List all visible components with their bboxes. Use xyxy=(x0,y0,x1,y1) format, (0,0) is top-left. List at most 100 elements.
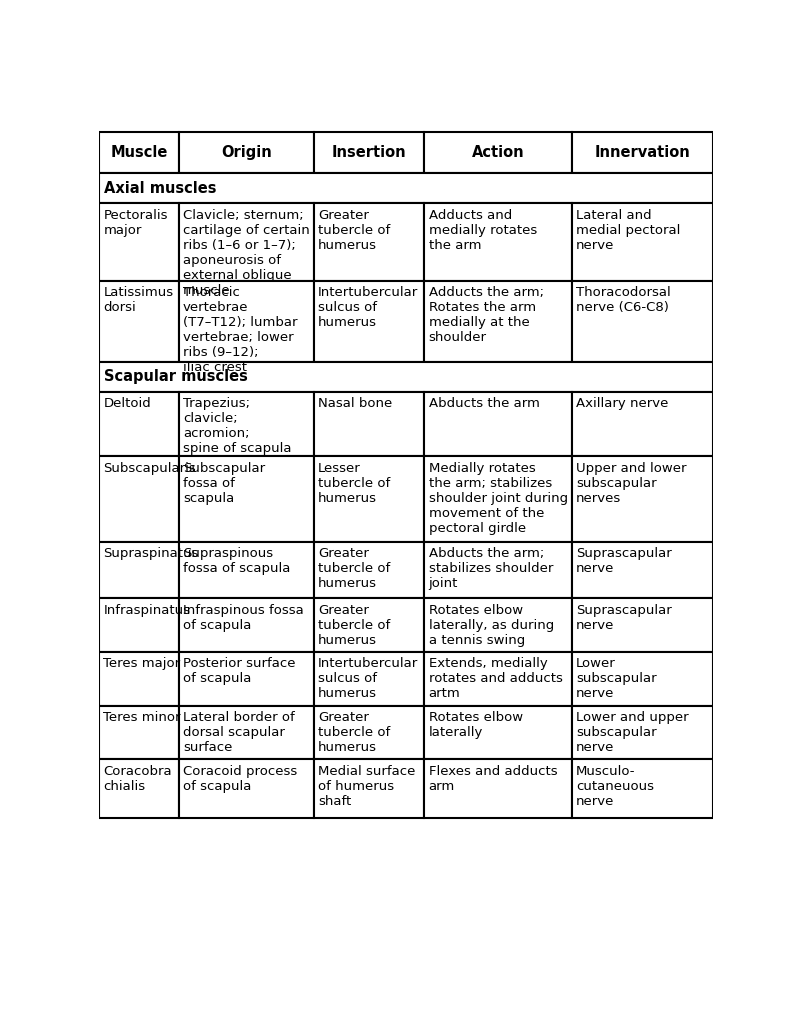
Bar xyxy=(572,759,713,818)
Bar xyxy=(425,759,572,818)
Text: Suprascapular
nerve: Suprascapular nerve xyxy=(576,547,672,575)
Bar xyxy=(179,598,314,652)
Text: Suprascapular
nerve: Suprascapular nerve xyxy=(576,604,672,632)
Text: Trapezius;
clavicle;
acromion;
spine of scapula: Trapezius; clavicle; acromion; spine of … xyxy=(183,397,291,456)
Text: Thoracodorsal
nerve (C6-C8): Thoracodorsal nerve (C6-C8) xyxy=(576,286,671,314)
Bar xyxy=(99,652,179,706)
Text: Lateral and
medial pectoral
nerve: Lateral and medial pectoral nerve xyxy=(576,209,680,252)
Text: Lower and upper
subscapular
nerve: Lower and upper subscapular nerve xyxy=(576,711,688,754)
Text: Extends, medially
rotates and adducts
artm: Extends, medially rotates and adducts ar… xyxy=(428,657,562,700)
Bar xyxy=(314,598,425,652)
Bar xyxy=(314,281,425,361)
Text: Intertubercular
sulcus of
humerus: Intertubercular sulcus of humerus xyxy=(318,286,418,329)
Text: Teres minor: Teres minor xyxy=(103,711,181,724)
Text: Greater
tubercle of
humerus: Greater tubercle of humerus xyxy=(318,711,390,754)
Bar xyxy=(179,281,314,361)
Bar xyxy=(425,652,572,706)
Text: Insertion: Insertion xyxy=(332,145,406,161)
Bar xyxy=(314,759,425,818)
Bar xyxy=(179,706,314,759)
Bar xyxy=(425,204,572,281)
Bar xyxy=(572,132,713,173)
Text: Axial muscles: Axial muscles xyxy=(104,181,216,196)
Text: Greater
tubercle of
humerus: Greater tubercle of humerus xyxy=(318,604,390,647)
Text: Supraspinous
fossa of scapula: Supraspinous fossa of scapula xyxy=(183,547,291,575)
Bar xyxy=(572,706,713,759)
Text: Coracobra
chialis: Coracobra chialis xyxy=(103,765,172,793)
Text: Medially rotates
the arm; stabilizes
shoulder joint during
movement of the
pecto: Medially rotates the arm; stabilizes sho… xyxy=(428,462,568,535)
Bar xyxy=(179,457,314,542)
Text: Nasal bone: Nasal bone xyxy=(318,397,392,411)
Bar xyxy=(99,361,713,392)
Text: Abducts the arm: Abducts the arm xyxy=(428,397,539,411)
Bar xyxy=(179,204,314,281)
Text: Flexes and adducts
arm: Flexes and adducts arm xyxy=(428,765,558,793)
Bar xyxy=(179,392,314,457)
Bar xyxy=(314,542,425,598)
Text: Deltoid: Deltoid xyxy=(103,397,151,411)
Bar xyxy=(179,759,314,818)
Text: Musculo-
cutaneuous
nerve: Musculo- cutaneuous nerve xyxy=(576,765,654,808)
Bar xyxy=(99,706,179,759)
Bar xyxy=(99,173,713,204)
Bar xyxy=(572,392,713,457)
Bar xyxy=(572,457,713,542)
Text: Infraspinous fossa
of scapula: Infraspinous fossa of scapula xyxy=(183,604,304,632)
Bar xyxy=(425,132,572,173)
Text: Greater
tubercle of
humerus: Greater tubercle of humerus xyxy=(318,209,390,252)
Bar xyxy=(425,598,572,652)
Bar xyxy=(572,542,713,598)
Text: Clavicle; sternum;
cartilage of certain
ribs (1–6 or 1–7);
aponeurosis of
extern: Clavicle; sternum; cartilage of certain … xyxy=(183,209,310,297)
Text: Coracoid process
of scapula: Coracoid process of scapula xyxy=(183,765,297,793)
Bar xyxy=(99,281,179,361)
Bar xyxy=(425,392,572,457)
Bar xyxy=(425,706,572,759)
Bar xyxy=(179,542,314,598)
Bar xyxy=(572,281,713,361)
Text: Axillary nerve: Axillary nerve xyxy=(576,397,668,411)
Bar xyxy=(314,652,425,706)
Bar xyxy=(314,132,425,173)
Text: Action: Action xyxy=(472,145,524,161)
Text: Lesser
tubercle of
humerus: Lesser tubercle of humerus xyxy=(318,462,390,505)
Bar xyxy=(425,542,572,598)
Bar xyxy=(99,542,179,598)
Text: Upper and lower
subscapular
nerves: Upper and lower subscapular nerves xyxy=(576,462,687,505)
Bar xyxy=(572,598,713,652)
Bar xyxy=(99,598,179,652)
Text: Abducts the arm;
stabilizes shoulder
joint: Abducts the arm; stabilizes shoulder joi… xyxy=(428,547,553,590)
Bar xyxy=(425,457,572,542)
Text: Innervation: Innervation xyxy=(594,145,690,161)
Text: Lateral border of
dorsal scapular
surface: Lateral border of dorsal scapular surfac… xyxy=(183,711,295,754)
Text: Pectoralis
major: Pectoralis major xyxy=(103,209,168,237)
Text: Supraspinatus: Supraspinatus xyxy=(103,547,199,560)
Text: Rotates elbow
laterally: Rotates elbow laterally xyxy=(428,711,523,739)
Bar xyxy=(179,132,314,173)
Text: Thoracic
vertebrae
(T7–T12); lumbar
vertebrae; lower
ribs (9–12);
iliac crest: Thoracic vertebrae (T7–T12); lumbar vert… xyxy=(183,286,298,374)
Text: Intertubercular
sulcus of
humerus: Intertubercular sulcus of humerus xyxy=(318,657,418,700)
Text: Teres major: Teres major xyxy=(103,657,181,671)
Bar xyxy=(99,457,179,542)
Text: Muscle: Muscle xyxy=(110,145,168,161)
Text: Infraspinatus: Infraspinatus xyxy=(103,604,190,616)
Text: Adducts and
medially rotates
the arm: Adducts and medially rotates the arm xyxy=(428,209,537,252)
Bar xyxy=(314,392,425,457)
Text: Posterior surface
of scapula: Posterior surface of scapula xyxy=(183,657,295,685)
Bar xyxy=(99,759,179,818)
Text: Lower
subscapular
nerve: Lower subscapular nerve xyxy=(576,657,657,700)
Text: Latissimus
dorsi: Latissimus dorsi xyxy=(103,286,173,314)
Bar xyxy=(572,652,713,706)
Text: Rotates elbow
laterally, as during
a tennis swing: Rotates elbow laterally, as during a ten… xyxy=(428,604,554,647)
Bar xyxy=(99,132,179,173)
Bar xyxy=(314,706,425,759)
Text: Scapular muscles: Scapular muscles xyxy=(104,370,248,384)
Bar xyxy=(572,204,713,281)
Bar xyxy=(314,457,425,542)
Bar xyxy=(99,204,179,281)
Text: Origin: Origin xyxy=(221,145,272,161)
Bar xyxy=(425,281,572,361)
Text: Adducts the arm;
Rotates the arm
medially at the
shoulder: Adducts the arm; Rotates the arm mediall… xyxy=(428,286,543,344)
Bar xyxy=(99,392,179,457)
Text: Subscapularis: Subscapularis xyxy=(103,462,196,475)
Text: Greater
tubercle of
humerus: Greater tubercle of humerus xyxy=(318,547,390,590)
